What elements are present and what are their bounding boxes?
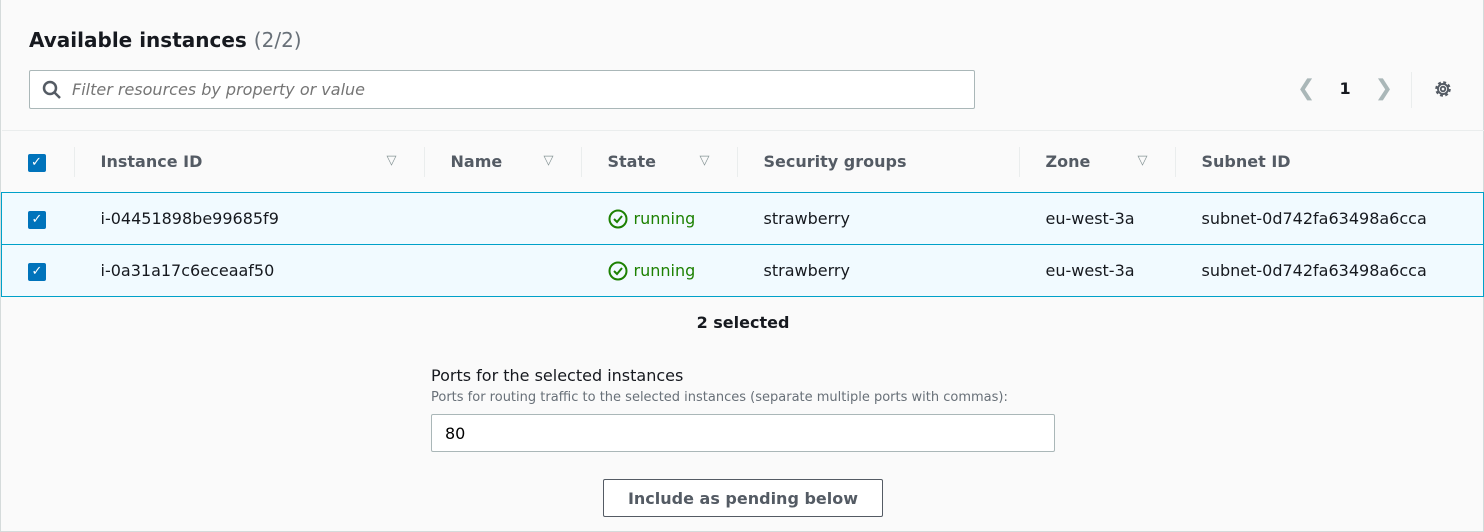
column-zone[interactable]: Zone ▽: [1019, 130, 1176, 193]
sort-icon[interactable]: ▽: [699, 153, 710, 168]
divider: [1411, 72, 1412, 108]
row-checkbox[interactable]: ✓: [28, 263, 46, 281]
table-row[interactable]: ✓ i-0a31a17c6eceaaf50 running strawberry…: [1, 244, 1484, 297]
sort-icon[interactable]: ▽: [1137, 153, 1148, 168]
ports-input[interactable]: [431, 414, 1055, 452]
instance-name: [424, 244, 582, 297]
column-instance-id[interactable]: Instance ID ▽: [74, 130, 425, 193]
panel-title: Available instances (2/2): [29, 28, 302, 52]
column-name[interactable]: Name ▽: [424, 130, 582, 193]
check-circle-icon: [608, 261, 627, 280]
instance-name: [424, 192, 582, 245]
instance-id: i-0a31a17c6eceaaf50: [74, 244, 425, 297]
filter-box[interactable]: [29, 70, 975, 109]
state-badge: running: [608, 261, 738, 281]
previous-page-icon[interactable]: ❮: [1297, 76, 1316, 101]
security-group: strawberry: [737, 244, 1020, 297]
zone: eu-west-3a: [1019, 244, 1176, 297]
column-state[interactable]: State ▽: [581, 130, 738, 193]
instance-count: (2/2): [253, 28, 302, 52]
next-page-icon[interactable]: ❯: [1374, 76, 1394, 101]
ports-label: Ports for the selected instances: [431, 366, 684, 385]
subnet-id: subnet-0d742fa63498a6cca: [1175, 192, 1484, 245]
subnet-id: subnet-0d742fa63498a6cca: [1175, 244, 1484, 297]
state-badge: running: [608, 209, 738, 229]
column-subnet-id[interactable]: Subnet ID: [1175, 130, 1484, 193]
current-page[interactable]: 1: [1339, 79, 1351, 98]
select-all-checkbox[interactable]: ✓: [27, 154, 46, 172]
column-security-groups[interactable]: Security groups: [737, 130, 1020, 193]
table-row[interactable]: ✓ i-04451898be99685f9 running strawberry…: [1, 192, 1484, 245]
zone: eu-west-3a: [1019, 192, 1176, 245]
ports-description: Ports for routing traffic to the selecte…: [431, 390, 1008, 405]
check-circle-icon: [608, 209, 627, 228]
sort-icon[interactable]: ▽: [386, 153, 397, 168]
selection-count: 2 selected: [696, 313, 790, 332]
instances-table: ✓ Instance ID ▽ Name ▽ State ▽ Security gro…: [1, 130, 1484, 297]
instance-id: i-04451898be99685f9: [74, 192, 425, 245]
search-icon: [42, 80, 61, 99]
select-all-header[interactable]: ✓: [1, 130, 75, 193]
title-text: Available instances: [29, 28, 247, 52]
pagination: ❮ 1 ❯: [1297, 76, 1393, 101]
sort-icon[interactable]: ▽: [543, 153, 554, 168]
settings-gear-icon[interactable]: [1432, 78, 1454, 100]
security-group: strawberry: [737, 192, 1020, 245]
filter-input[interactable]: [72, 80, 952, 99]
include-as-pending-button[interactable]: Include as pending below: [603, 479, 883, 517]
row-checkbox[interactable]: ✓: [28, 211, 46, 229]
